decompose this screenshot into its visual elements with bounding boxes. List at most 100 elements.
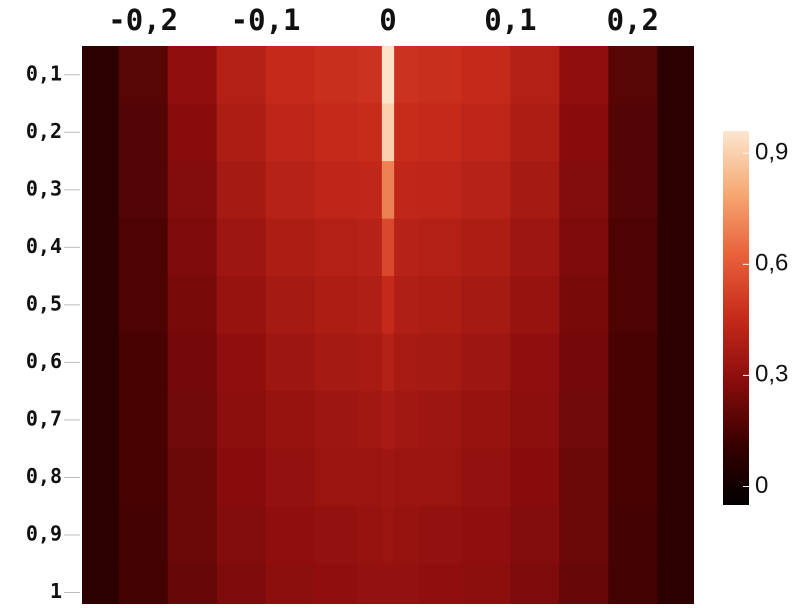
heatmap-cell (82, 506, 120, 565)
heatmap-cell (216, 103, 267, 162)
heatmap-cell (461, 506, 511, 565)
heatmap-cell (314, 563, 358, 604)
heatmap-cell (418, 218, 462, 277)
x-tick-label: -0,2 (108, 3, 178, 37)
heatmap-cell (357, 563, 383, 604)
heatmap-cell (608, 391, 658, 450)
heatmap-cell (357, 103, 383, 162)
heatmap-cell (216, 563, 267, 604)
heatmap-cell (559, 218, 609, 277)
heatmap-cell (657, 218, 694, 277)
colorbar (723, 131, 749, 505)
x-tick-label: 0 (379, 3, 396, 37)
heatmap-cell (381, 563, 395, 604)
heatmap-cell (357, 161, 383, 220)
x-tick-label: 0,1 (484, 3, 536, 37)
heatmap-cell (118, 391, 169, 450)
heatmap-cell (216, 333, 267, 392)
heatmap-cell (394, 46, 420, 105)
heatmap-cell (510, 506, 560, 565)
heatmap-cell (394, 218, 420, 277)
heatmap-cell (510, 103, 560, 162)
heatmap-cell (657, 46, 694, 105)
heatmap-cell (265, 276, 316, 335)
heatmap-cell (559, 391, 609, 450)
heatmap-cell (357, 391, 383, 450)
heatmap-cell (559, 161, 609, 220)
heatmap-cell (216, 218, 267, 277)
heatmap-cell (118, 506, 169, 565)
colorbar-tick-label: 0,9 (755, 139, 788, 166)
heatmap-cell (559, 103, 609, 162)
y-tick-label: 0,6 (26, 349, 62, 373)
heatmap-cell (381, 276, 395, 335)
heatmap-cell (608, 161, 658, 220)
heatmap-cell (167, 506, 218, 565)
heatmap-cell (82, 391, 120, 450)
heatmap-cell (265, 218, 316, 277)
heatmap-cell (608, 333, 658, 392)
heatmap-cell (394, 506, 420, 565)
heatmap-cell (118, 46, 169, 105)
heatmap-cell (265, 103, 316, 162)
heatmap (82, 46, 694, 604)
heatmap-cell (657, 448, 694, 507)
heatmap-cell (118, 276, 169, 335)
heatmap-cell (118, 218, 169, 277)
heatmap-cell (167, 46, 218, 105)
heatmap-cell (510, 391, 560, 450)
heatmap-cell (657, 563, 694, 604)
heatmap-cell (216, 506, 267, 565)
heatmap-cell (418, 563, 462, 604)
heatmap-cell (608, 218, 658, 277)
heatmap-cell (461, 218, 511, 277)
heatmap-cell (216, 391, 267, 450)
heatmap-cell (657, 161, 694, 220)
y-tick-label: 1 (50, 579, 62, 603)
heatmap-cell (314, 333, 358, 392)
heatmap-cell (167, 103, 218, 162)
heatmap-cell (265, 563, 316, 604)
heatmap-cell (265, 161, 316, 220)
heatmap-cell (657, 276, 694, 335)
heatmap-cell (118, 333, 169, 392)
heatmap-cell (418, 333, 462, 392)
heatmap-cell (461, 161, 511, 220)
heatmap-cell (265, 333, 316, 392)
heatmap-cell (118, 448, 169, 507)
heatmap-cell (381, 161, 395, 220)
y-tick-label: 0,1 (26, 61, 62, 85)
heatmap-cell (265, 46, 316, 105)
heatmap-cell (418, 103, 462, 162)
heatmap-cell (418, 161, 462, 220)
heatmap-cell (118, 161, 169, 220)
heatmap-cell (265, 391, 316, 450)
heatmap-cell (559, 333, 609, 392)
heatmap-cell (314, 276, 358, 335)
heatmap-cell (381, 218, 395, 277)
heatmap-cell (418, 448, 462, 507)
heatmap-cell (265, 448, 316, 507)
heatmap-cell (559, 276, 609, 335)
heatmap-cell (167, 333, 218, 392)
heatmap-cell (418, 46, 462, 105)
colorbar-tick-label: 0,6 (755, 250, 788, 277)
y-tick-label: 0,7 (26, 406, 62, 430)
heatmap-cell (314, 448, 358, 507)
heatmap-cell (394, 391, 420, 450)
heatmap-cell (461, 448, 511, 507)
heatmap-cell (314, 161, 358, 220)
heatmap-cell (608, 506, 658, 565)
heatmap-cell (394, 276, 420, 335)
heatmap-cell (510, 448, 560, 507)
colorbar-tick-label: 0 (755, 472, 768, 499)
heatmap-cell (510, 218, 560, 277)
heatmap-cell (167, 391, 218, 450)
heatmap-cell (510, 46, 560, 105)
heatmap-cell (418, 276, 462, 335)
y-tick-label: 0,3 (26, 176, 62, 200)
heatmap-cell (118, 103, 169, 162)
heatmap-cell (357, 506, 383, 565)
heatmap-cell (314, 103, 358, 162)
